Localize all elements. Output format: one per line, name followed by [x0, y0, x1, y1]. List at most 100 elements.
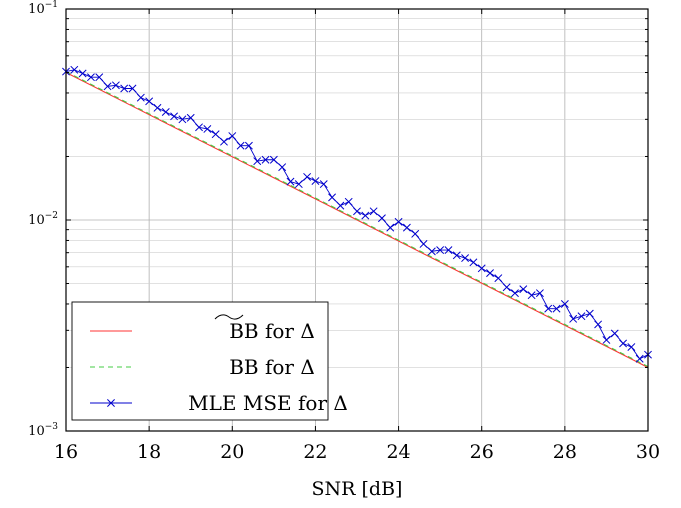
data-point-marker: [402, 223, 411, 232]
x-tick-label: 30: [636, 441, 660, 463]
data-point-marker: [569, 314, 578, 323]
data-point-marker: [411, 229, 420, 238]
data-point-marker: [535, 289, 544, 298]
x-tick-label: 22: [303, 441, 327, 463]
data-point-marker: [261, 155, 270, 164]
data-point-marker: [461, 254, 470, 263]
data-point-marker: [294, 180, 303, 189]
tick-marks: [65, 9, 649, 432]
data-point-marker: [377, 214, 386, 223]
data-point-marker: [111, 81, 120, 90]
y-tick-labels: 10−110−210−3: [28, 0, 58, 439]
data-point-marker: [220, 137, 228, 146]
data-point-marker: [585, 309, 594, 318]
data-point-marker: [103, 82, 112, 91]
data-point-marker: [211, 130, 220, 139]
legend-label-0: BB for Δ: [229, 319, 315, 343]
data-point-marker: [244, 141, 253, 150]
data-point-marker: [627, 343, 636, 351]
data-point-marker: [486, 269, 494, 278]
x-tick-label: 18: [137, 441, 161, 463]
series-markers-2: [62, 65, 652, 363]
data-point-marker: [228, 132, 237, 140]
x-tick-label: 26: [470, 441, 494, 463]
data-point-marker: [635, 354, 644, 363]
series-layer: [62, 65, 652, 368]
legend-box: [71, 301, 329, 421]
y-tick-label: 10−1: [28, 0, 58, 17]
data-point-marker: [303, 172, 312, 181]
data-point-marker: [369, 207, 378, 216]
data-point-marker: [269, 155, 278, 164]
data-point-marker: [444, 246, 453, 255]
data-point-marker: [386, 223, 395, 232]
data-point-marker: [278, 163, 287, 172]
data-point-marker: [203, 125, 212, 133]
data-point-marker: [336, 201, 345, 210]
x-tick-label: 28: [553, 441, 577, 463]
y-tick-exponent: −3: [45, 422, 59, 432]
y-tick-exponent: −1: [45, 0, 58, 10]
data-point-marker: [519, 285, 528, 294]
legend-label-1: BB for Δ: [229, 355, 315, 379]
data-point-marker: [195, 123, 203, 132]
data-point-marker: [577, 312, 586, 321]
data-point-marker: [552, 304, 561, 313]
data-point-marker: [619, 339, 628, 348]
data-point-marker: [344, 197, 353, 206]
series-line-1: [65, 71, 649, 368]
data-point-marker: [436, 246, 445, 255]
data-point-marker: [469, 258, 478, 267]
data-point-marker: [477, 264, 486, 273]
data-point-marker: [527, 291, 536, 300]
y-tick-base: 10: [28, 2, 45, 17]
x-tick-label: 16: [54, 441, 78, 463]
x-axis-label: SNR [dB]: [312, 478, 403, 500]
data-point-marker: [178, 115, 187, 124]
data-point-marker: [427, 247, 436, 256]
y-tick-label: 10−3: [28, 422, 58, 439]
data-point-marker: [502, 283, 511, 292]
data-point-marker: [353, 207, 361, 216]
data-point-marker: [170, 112, 179, 121]
legend-label-2: MLE MSE for Δ: [188, 391, 348, 415]
data-point-marker: [361, 211, 370, 220]
data-point-marker: [145, 97, 154, 106]
legend-marker: [107, 399, 115, 407]
y-tick-label: 10−2: [28, 211, 58, 228]
tilde-accent: [214, 314, 244, 320]
data-point-marker: [70, 65, 79, 74]
data-point-marker: [86, 73, 95, 82]
x-tick-label: 20: [220, 441, 244, 463]
data-point-marker: [602, 336, 611, 344]
data-point-marker: [419, 239, 428, 248]
x-tick-labels: 16 18 20 22 24 26 28 30: [54, 441, 660, 463]
data-point-marker: [594, 320, 603, 329]
data-point-marker: [544, 304, 553, 313]
x-tick-label: 24: [386, 441, 410, 463]
data-point-marker: [120, 84, 129, 93]
data-point-marker: [311, 177, 320, 185]
data-point-marker: [95, 73, 104, 82]
data-point-marker: [494, 274, 503, 283]
data-point-marker: [286, 177, 295, 186]
data-point-marker: [328, 193, 337, 202]
series-line-0: [65, 72, 649, 368]
y-tick-base: 10: [28, 213, 45, 228]
legend: BB for Δ BB for Δ MLE MSE for Δ: [71, 301, 348, 421]
data-point-marker: [511, 289, 519, 298]
y-tick-exponent: −2: [45, 211, 58, 221]
data-point-marker: [394, 217, 403, 226]
data-point-marker: [236, 141, 245, 150]
y-tick-base: 10: [28, 424, 45, 439]
data-point-marker: [452, 251, 461, 260]
data-point-marker: [128, 84, 137, 93]
data-point-marker: [136, 93, 145, 102]
data-point-marker: [610, 329, 619, 338]
data-point-marker: [319, 180, 328, 189]
data-point-marker: [186, 113, 195, 122]
data-point-marker: [78, 69, 87, 78]
data-point-marker: [560, 300, 569, 308]
data-point-marker: [153, 103, 162, 112]
